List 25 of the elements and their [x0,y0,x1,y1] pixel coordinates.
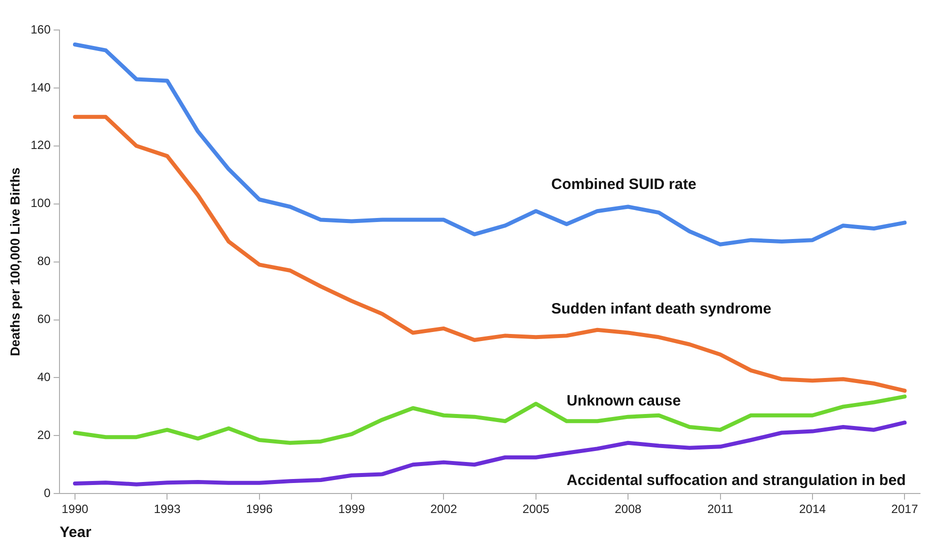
y-tick-label: 160 [30,22,51,36]
y-tick-label: 140 [30,80,51,94]
x-tick-label: 1999 [338,502,366,516]
x-tick-label: 1996 [246,502,274,516]
y-tick-label: 60 [37,312,51,326]
series-label: Sudden infant death syndrome [551,300,772,318]
x-tick-label: 2008 [614,502,642,516]
y-axis-title: Deaths per 100,000 Live Births [7,168,22,356]
series-label: Combined SUID rate [551,176,696,194]
y-tick-label: 80 [37,254,51,268]
series-label: Accidental suffocation and strangulation in bed [566,472,906,490]
x-tick-label: 2002 [430,502,458,516]
series-label: Unknown cause [566,392,681,410]
x-tick-label: 1990 [62,502,89,516]
x-tick-label: 1993 [154,502,181,516]
y-tick-label: 0 [44,486,51,500]
x-axis-title: Year [60,524,92,542]
x-tick-label: 2017 [891,502,918,516]
y-tick-label: 100 [30,196,51,210]
y-tick-label: 40 [37,370,51,384]
x-tick-label: 2011 [707,502,734,516]
x-tick-label: 2014 [799,502,826,516]
x-tick-label: 2005 [522,502,550,516]
y-tick-label: 20 [37,428,51,442]
y-tick-label: 120 [30,138,51,152]
